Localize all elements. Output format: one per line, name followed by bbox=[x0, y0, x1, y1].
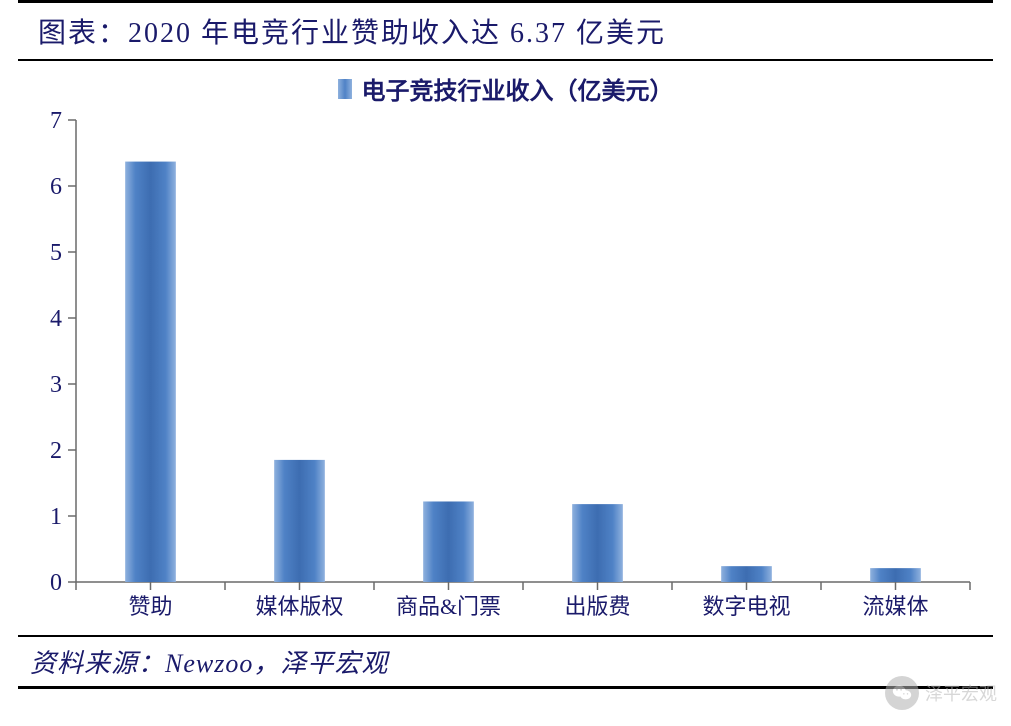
svg-text:5: 5 bbox=[50, 240, 62, 266]
plot-area: 0 1 2 3 4 5 6 7 赞助 媒体版权 商品&门票 出版费 数字电视 流媒体 bbox=[20, 110, 991, 635]
legend-label: 电子竞技行业收入（亿美元） bbox=[362, 79, 674, 105]
svg-text:4: 4 bbox=[50, 306, 62, 332]
x-category-label: 出版费 bbox=[564, 594, 630, 619]
bar bbox=[423, 501, 474, 582]
bar bbox=[125, 162, 176, 582]
source-bar: 资料来源：Newzoo，泽平宏观 bbox=[18, 635, 993, 689]
svg-text:0: 0 bbox=[50, 570, 62, 596]
bar bbox=[870, 568, 921, 582]
chart-container: 图表：2020 年电竞行业赞助收入达 6.37 亿美元 电子竞技行业收入（亿美元… bbox=[0, 0, 1011, 726]
x-category-label: 流媒体 bbox=[862, 594, 928, 619]
svg-text:6: 6 bbox=[50, 174, 62, 200]
legend-swatch bbox=[338, 79, 352, 99]
wechat-icon bbox=[885, 676, 919, 710]
svg-text:7: 7 bbox=[50, 110, 62, 134]
bar bbox=[274, 460, 325, 582]
x-category-label: 媒体版权 bbox=[255, 594, 343, 619]
svg-text:2: 2 bbox=[50, 438, 62, 464]
source-text: 资料来源：Newzoo，泽平宏观 bbox=[30, 649, 388, 678]
bar bbox=[572, 504, 623, 582]
chart-title: 图表：2020 年电竞行业赞助收入达 6.37 亿美元 bbox=[38, 18, 666, 49]
svg-text:1: 1 bbox=[50, 504, 62, 530]
bar bbox=[721, 566, 772, 582]
x-category-label: 赞助 bbox=[128, 594, 172, 619]
watermark-text: 泽平宏观 bbox=[925, 680, 997, 706]
watermark: 泽平宏观 bbox=[885, 676, 997, 710]
legend: 电子竞技行业收入（亿美元） bbox=[0, 61, 1011, 110]
bar-chart-svg: 0 1 2 3 4 5 6 7 赞助 媒体版权 商品&门票 出版费 数字电视 流媒体 bbox=[20, 110, 980, 630]
svg-text:3: 3 bbox=[50, 372, 62, 398]
x-category-label: 数字电视 bbox=[702, 594, 790, 619]
x-category-label: 商品&门票 bbox=[396, 594, 501, 619]
title-bar: 图表：2020 年电竞行业赞助收入达 6.37 亿美元 bbox=[18, 0, 993, 61]
